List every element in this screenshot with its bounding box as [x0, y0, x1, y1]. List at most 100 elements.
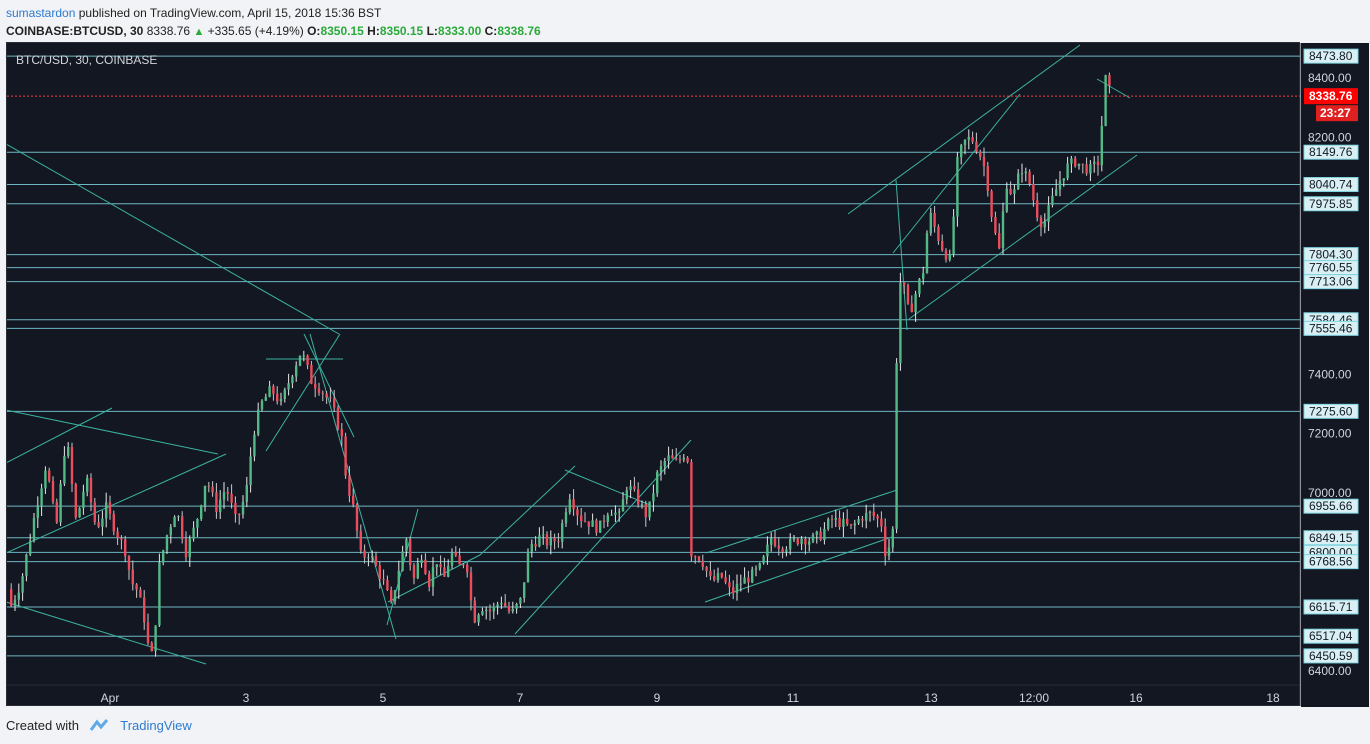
candle-body: [823, 528, 826, 541]
candle-body: [485, 609, 488, 611]
candle-body: [447, 565, 450, 577]
candle-body: [1032, 183, 1035, 201]
trendline: [7, 601, 207, 665]
candle-body: [283, 389, 286, 399]
candle-body: [792, 538, 796, 540]
candle-body: [644, 503, 647, 518]
candle-body: [754, 568, 758, 570]
candle-body: [918, 278, 921, 294]
candle-body: [150, 642, 153, 652]
time-tick-label: 12:00: [1019, 691, 1049, 705]
candle-body: [378, 565, 381, 580]
candle-body: [773, 537, 777, 546]
candle-body: [602, 520, 606, 522]
candle-body: [1093, 161, 1096, 164]
candle-body: [770, 537, 773, 545]
low-value: 8333.00: [437, 24, 482, 38]
trendline: [514, 439, 692, 635]
candle-body: [728, 582, 731, 588]
candle-body: [876, 516, 879, 519]
candle-body: [986, 166, 989, 191]
candle-body: [583, 521, 587, 523]
candle-body: [230, 493, 233, 503]
candle-body: [747, 577, 750, 583]
candle-body: [181, 516, 184, 540]
candle-body: [279, 398, 283, 402]
candle-body: [804, 538, 807, 545]
candle-body: [63, 455, 66, 484]
candle-body: [610, 514, 613, 516]
candle-body: [344, 436, 347, 476]
candle-body: [899, 282, 902, 364]
candle-body: [530, 544, 533, 552]
candle-body: [48, 470, 51, 481]
candle-body: [13, 599, 17, 606]
level-label: 7804.30: [1309, 248, 1353, 262]
candle-body: [739, 583, 742, 585]
candle-body: [1005, 188, 1008, 212]
candle-body: [321, 392, 324, 394]
countdown-label: 23:27: [1320, 106, 1351, 120]
candle-body: [1089, 163, 1092, 174]
candle-body: [458, 555, 461, 565]
candle-body: [135, 584, 138, 590]
candle-body: [390, 590, 393, 602]
candle-body: [1036, 200, 1039, 218]
created-with-label: Created with: [6, 718, 79, 733]
candle-body: [477, 614, 480, 623]
candle-body: [713, 576, 716, 581]
candle-body: [568, 499, 571, 513]
candle-body: [268, 386, 271, 397]
time-tick-label: 18: [1266, 691, 1280, 705]
candle-body: [1085, 164, 1088, 174]
candle-body: [340, 429, 343, 437]
tradingview-link[interactable]: TradingView: [120, 718, 192, 733]
candle-body: [1108, 75, 1111, 86]
candle-body: [249, 456, 252, 485]
candle-body: [291, 376, 294, 384]
candle-body: [1100, 125, 1103, 166]
candle-body: [1043, 221, 1046, 228]
candle-body: [640, 503, 644, 505]
candle-body: [105, 502, 108, 519]
author-link[interactable]: sumastardon: [6, 6, 76, 20]
close-value: 8338.76: [497, 24, 541, 38]
candle-body: [523, 582, 526, 598]
price-tick-label: 8200.00: [1308, 130, 1352, 144]
candle-body: [1074, 158, 1077, 167]
candle-body: [716, 573, 720, 581]
candle-body: [101, 518, 104, 527]
tradingview-logo-icon: [89, 718, 111, 735]
candle-body: [686, 457, 689, 462]
candle-body: [169, 527, 172, 536]
candle-body: [720, 573, 723, 578]
price-tick-label: 7400.00: [1308, 367, 1352, 381]
candle-body: [564, 512, 568, 524]
level-label: 6615.71: [1309, 600, 1353, 614]
candle-body: [504, 602, 507, 607]
last-price-tag-label: 8338.76: [1309, 89, 1353, 103]
price-tick-label: 7000.00: [1308, 486, 1352, 500]
level-label-box: [1303, 628, 1359, 644]
trendline: [309, 333, 397, 640]
candle-body: [990, 190, 993, 218]
time-tick-label: 3: [243, 691, 250, 705]
level-label: 7760.55: [1309, 261, 1353, 275]
trendline: [1096, 78, 1131, 99]
candle-body: [310, 364, 313, 384]
candle-body: [260, 400, 264, 410]
level-label: 6849.15: [1309, 531, 1353, 545]
candle-body: [287, 383, 290, 390]
candle-body: [51, 480, 55, 502]
level-label: 6450.59: [1309, 649, 1353, 663]
candle-body: [97, 522, 100, 527]
candle-body: [838, 517, 841, 527]
publish-info: published on TradingView.com, April 15, …: [78, 6, 382, 20]
level-label-box: [1303, 274, 1359, 290]
candle-body: [1066, 163, 1069, 179]
time-tick-label: 11: [787, 691, 800, 705]
candle-body: [591, 520, 594, 527]
candle-body: [1081, 163, 1084, 165]
time-tick-label: 5: [380, 691, 387, 705]
